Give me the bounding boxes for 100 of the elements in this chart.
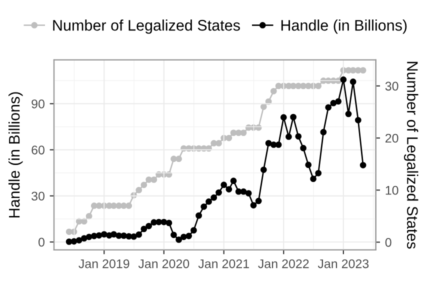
point — [270, 88, 277, 94]
point — [70, 228, 78, 235]
point — [136, 231, 142, 238]
point — [226, 134, 232, 142]
point — [176, 156, 182, 162]
x-tick-label: Jan 2019 — [78, 259, 130, 268]
point — [136, 186, 142, 194]
point — [126, 233, 132, 240]
point — [315, 170, 322, 176]
y2-axis-title: Number of Legalized States — [404, 62, 418, 249]
point — [340, 76, 347, 83]
x-tick-label: Jan 2020 — [138, 259, 190, 268]
point — [300, 82, 306, 90]
point — [350, 78, 356, 85]
point — [286, 134, 292, 140]
point — [180, 234, 187, 240]
point — [140, 182, 148, 188]
y-tick-label: 30 — [32, 192, 44, 201]
y2-tick-label: 0 — [385, 238, 392, 247]
point — [126, 202, 132, 209]
point — [146, 176, 152, 183]
point — [120, 202, 127, 209]
y2-tick-label: 30 — [385, 82, 398, 91]
point — [354, 116, 362, 124]
point — [130, 233, 137, 240]
x-tick-label: Jan 2022 — [258, 259, 309, 268]
point — [166, 220, 172, 226]
point — [320, 128, 327, 136]
point — [240, 130, 247, 136]
y-axis-title: Handle (in Billions) — [8, 92, 23, 218]
point — [350, 67, 356, 74]
point — [260, 104, 267, 110]
point — [275, 82, 282, 90]
point — [335, 98, 342, 105]
y-tick-label: 90 — [32, 100, 44, 108]
point — [206, 198, 212, 205]
point — [70, 238, 78, 245]
point — [200, 203, 208, 210]
point — [250, 202, 257, 208]
point — [235, 130, 242, 136]
point — [196, 212, 202, 219]
point — [226, 186, 232, 192]
point — [110, 231, 117, 238]
point — [360, 162, 366, 168]
x-tick-label: Jan 2021 — [198, 259, 249, 268]
point — [295, 133, 302, 140]
point — [76, 237, 82, 244]
point — [86, 212, 92, 220]
point — [140, 226, 148, 232]
point — [210, 140, 218, 146]
point — [96, 232, 102, 239]
point — [210, 194, 218, 201]
point — [100, 231, 108, 238]
point — [260, 166, 267, 173]
point — [216, 189, 222, 196]
point — [146, 222, 152, 230]
point — [116, 202, 122, 209]
point — [170, 232, 177, 238]
legend-label: Number of Legalized States — [53, 20, 240, 34]
point — [176, 236, 182, 243]
point — [66, 238, 72, 245]
point — [354, 67, 362, 74]
point — [120, 232, 127, 239]
point — [96, 202, 102, 209]
point — [156, 218, 162, 226]
point — [86, 234, 92, 240]
point — [230, 178, 237, 184]
point — [300, 144, 306, 152]
point — [230, 130, 237, 136]
point — [150, 219, 158, 226]
point — [66, 228, 72, 235]
point — [220, 182, 228, 188]
point — [310, 176, 316, 182]
point — [315, 82, 322, 90]
y-tick-label: 60 — [32, 146, 44, 154]
point — [160, 218, 168, 226]
point — [166, 171, 172, 178]
point — [190, 227, 197, 234]
point — [216, 140, 222, 146]
point — [245, 190, 252, 196]
point — [325, 104, 332, 111]
point — [240, 188, 247, 195]
point — [305, 162, 312, 168]
point — [116, 232, 122, 239]
y2-tick-label: 10 — [386, 186, 398, 195]
point — [270, 142, 277, 148]
point — [150, 176, 158, 183]
point — [90, 232, 98, 240]
y2-tick-label: 20 — [385, 134, 398, 143]
y-tick-label: 0 — [38, 238, 44, 247]
point — [345, 110, 352, 118]
point — [290, 82, 296, 90]
point — [360, 67, 366, 74]
legend-label: Handle (in Billions) — [281, 20, 407, 34]
point — [186, 232, 192, 240]
point — [280, 114, 287, 121]
point — [170, 156, 177, 162]
point — [275, 142, 282, 148]
x-tick-label: Jan 2023 — [318, 259, 369, 268]
point — [255, 198, 262, 204]
